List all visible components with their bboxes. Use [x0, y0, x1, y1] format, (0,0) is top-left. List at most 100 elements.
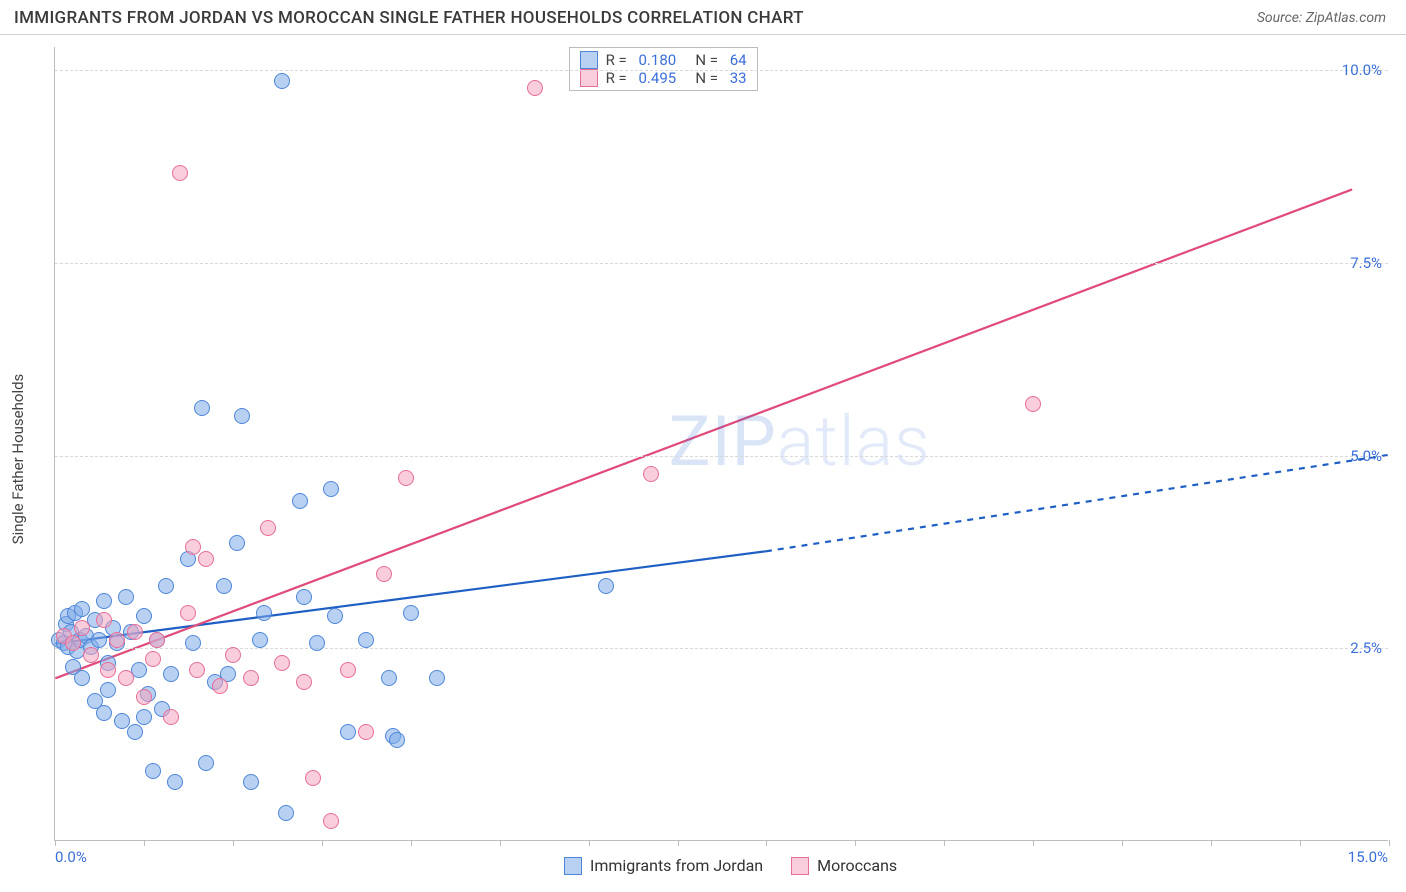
- data-point-moroccans: [127, 624, 143, 640]
- x-tick-label: 0.0%: [55, 848, 87, 866]
- source-name: ZipAtlas.com: [1306, 10, 1386, 26]
- data-point-moroccans: [527, 80, 543, 96]
- trend-lines-layer: [55, 47, 1388, 840]
- swatch-jordan: [580, 51, 598, 69]
- stat-r-value: 0.180: [639, 51, 677, 69]
- data-point-moroccans: [189, 662, 205, 678]
- x-tick: [1211, 840, 1212, 846]
- legend-item-jordan: Immigrants from Jordan: [564, 856, 763, 875]
- data-point-moroccans: [198, 551, 214, 567]
- data-point-jordan: [403, 605, 419, 621]
- series-legend: Immigrants from Jordan Moroccans: [564, 856, 897, 875]
- source-attribution: Source: ZipAtlas.com: [1257, 10, 1386, 26]
- data-point-jordan: [127, 724, 143, 740]
- swatch-moroccans: [791, 857, 809, 875]
- data-point-jordan: [274, 73, 290, 89]
- chart-title: IMMIGRANTS FROM JORDAN VS MOROCCAN SINGL…: [14, 8, 804, 28]
- header-bar: IMMIGRANTS FROM JORDAN VS MOROCCAN SINGL…: [0, 0, 1406, 35]
- data-point-jordan: [114, 713, 130, 729]
- data-point-moroccans: [83, 647, 99, 663]
- data-point-moroccans: [340, 662, 356, 678]
- data-point-jordan: [96, 593, 112, 609]
- x-tick: [500, 840, 501, 846]
- x-tick: [1389, 840, 1390, 846]
- stats-row-jordan: R = 0.180 N = 64: [580, 51, 747, 69]
- y-axis-label: Single Father Households: [9, 374, 27, 545]
- plot-area: ZIPatlas R = 0.180 N = 64R = 0.495 N = 3…: [54, 47, 1388, 841]
- watermark: ZIPatlas: [669, 401, 931, 483]
- x-tick: [855, 840, 856, 846]
- data-point-jordan: [198, 755, 214, 771]
- trendline-ext-jordan: [766, 455, 1388, 551]
- source-prefix: Source:: [1257, 10, 1306, 26]
- data-point-moroccans: [65, 635, 81, 651]
- data-point-jordan: [100, 682, 116, 698]
- data-point-jordan: [229, 535, 245, 551]
- data-point-jordan: [136, 608, 152, 624]
- data-point-moroccans: [172, 165, 188, 181]
- x-tick: [589, 840, 590, 846]
- data-point-jordan: [167, 774, 183, 790]
- data-point-moroccans: [358, 724, 374, 740]
- data-point-jordan: [340, 724, 356, 740]
- data-point-moroccans: [398, 470, 414, 486]
- data-point-jordan: [216, 578, 232, 594]
- data-point-moroccans: [323, 813, 339, 829]
- data-point-moroccans: [136, 689, 152, 705]
- gridline-h: [55, 456, 1388, 457]
- data-point-moroccans: [212, 678, 228, 694]
- stats-row-moroccans: R = 0.495 N = 33: [580, 69, 747, 87]
- data-point-moroccans: [243, 670, 259, 686]
- data-point-jordan: [327, 608, 343, 624]
- data-point-jordan: [252, 632, 268, 648]
- x-tick-label: 15.0%: [1348, 848, 1388, 866]
- data-point-jordan: [163, 666, 179, 682]
- data-point-moroccans: [225, 647, 241, 663]
- data-point-jordan: [185, 635, 201, 651]
- data-point-jordan: [194, 400, 210, 416]
- data-point-jordan: [256, 605, 272, 621]
- data-point-jordan: [96, 705, 112, 721]
- swatch-moroccans: [580, 69, 598, 87]
- data-point-moroccans: [1025, 396, 1041, 412]
- data-point-moroccans: [185, 539, 201, 555]
- data-point-moroccans: [274, 655, 290, 671]
- data-point-moroccans: [109, 632, 125, 648]
- stat-n-label: N =: [684, 69, 722, 87]
- x-tick: [144, 840, 145, 846]
- data-point-jordan: [234, 408, 250, 424]
- data-point-moroccans: [305, 770, 321, 786]
- data-point-jordan: [292, 493, 308, 509]
- data-point-moroccans: [296, 674, 312, 690]
- data-point-moroccans: [100, 662, 116, 678]
- watermark-thin: atlas: [777, 401, 931, 483]
- gridline-h: [55, 648, 1388, 649]
- data-point-jordan: [381, 670, 397, 686]
- data-point-moroccans: [180, 605, 196, 621]
- legend-item-moroccans: Moroccans: [791, 856, 897, 875]
- data-point-jordan: [323, 481, 339, 497]
- data-point-jordan: [389, 732, 405, 748]
- data-point-moroccans: [96, 612, 112, 628]
- x-tick: [233, 840, 234, 846]
- data-point-moroccans: [149, 632, 165, 648]
- stats-legend: R = 0.180 N = 64R = 0.495 N = 33: [569, 47, 758, 91]
- stat-r-label: R =: [606, 69, 631, 87]
- x-tick: [944, 840, 945, 846]
- data-point-jordan: [296, 589, 312, 605]
- data-point-moroccans: [260, 520, 276, 536]
- x-tick: [766, 840, 767, 846]
- data-point-jordan: [74, 670, 90, 686]
- data-point-jordan: [118, 589, 134, 605]
- data-point-jordan: [158, 578, 174, 594]
- x-tick: [55, 840, 56, 846]
- x-tick: [322, 840, 323, 846]
- watermark-bold: ZIP: [669, 401, 777, 483]
- data-point-jordan: [145, 763, 161, 779]
- legend-label: Immigrants from Jordan: [590, 856, 763, 875]
- x-tick: [678, 840, 679, 846]
- x-tick: [1033, 840, 1034, 846]
- y-tick-label: 5.0%: [1350, 447, 1382, 465]
- gridline-h: [55, 70, 1388, 71]
- data-point-jordan: [598, 578, 614, 594]
